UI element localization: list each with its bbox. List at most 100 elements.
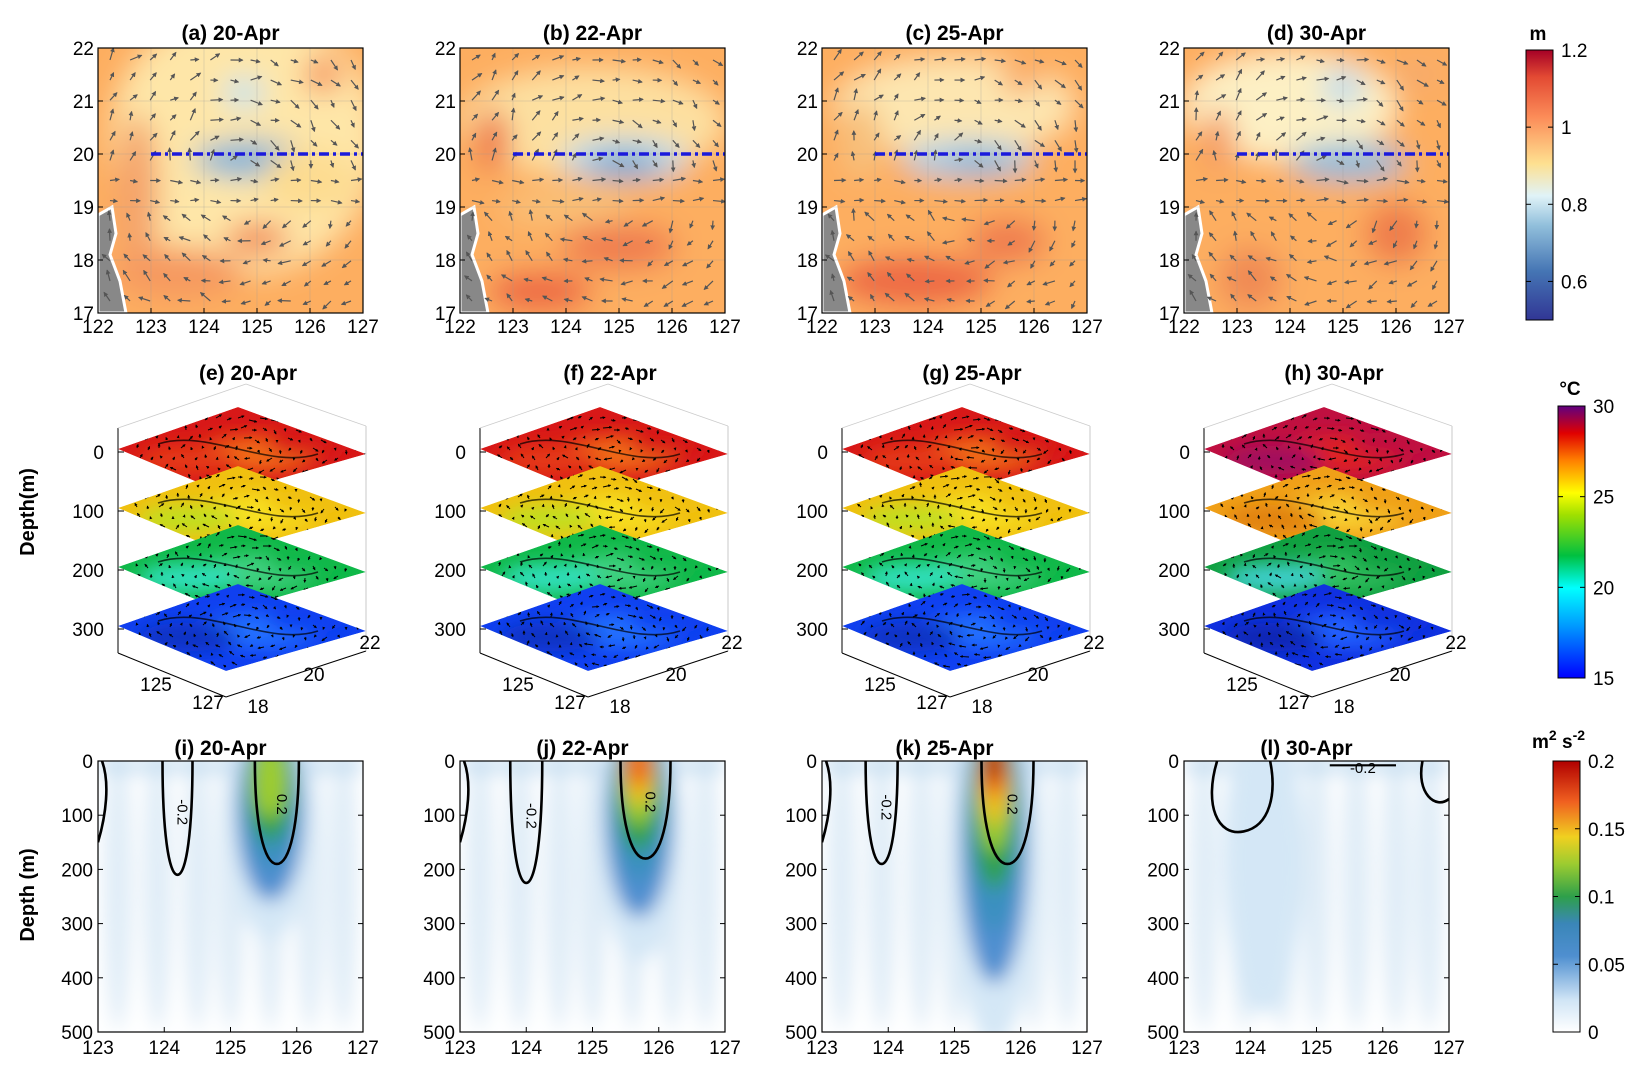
vector-arrow — [325, 417, 329, 422]
vector-arrow — [863, 602, 867, 608]
vector-arrow — [162, 486, 167, 490]
y-tick-label: 500 — [1147, 1023, 1179, 1044]
lon-tick-label: 127 — [554, 693, 586, 714]
vector-arrow — [359, 585, 364, 590]
vector-arrow — [890, 533, 894, 538]
vector-arrow — [325, 240, 332, 247]
vector-arrow — [347, 476, 352, 480]
vector-arrow — [1070, 476, 1074, 481]
vector-arrow — [468, 147, 473, 161]
vector-arrow — [309, 479, 313, 484]
colorbar-unit: m — [1530, 24, 1547, 45]
vector-arrow — [1226, 592, 1233, 597]
vector-arrow — [713, 656, 718, 662]
vector-arrow — [682, 654, 686, 659]
vector-arrow — [148, 474, 152, 478]
vector-arrow — [377, 667, 380, 670]
vector-arrow — [1378, 536, 1387, 540]
vector-arrow — [737, 657, 739, 659]
vector-arrow — [248, 595, 255, 599]
temperature-slab-300m — [118, 584, 380, 671]
vector-arrow — [723, 429, 727, 434]
x-tick-label: 127 — [1071, 317, 1103, 338]
vector-arrow — [550, 474, 554, 479]
vector-arrow — [1038, 596, 1043, 600]
y-axis-label: Depth(m) — [17, 468, 39, 556]
vector-arrow — [1372, 479, 1376, 483]
vector-arrow — [707, 240, 714, 250]
lat-tick-label: 20 — [665, 665, 686, 686]
vector-arrow — [868, 250, 875, 262]
vector-arrow — [1070, 636, 1074, 641]
vector-arrow — [697, 537, 701, 542]
vector-arrow — [612, 99, 623, 105]
vector-arrow — [1244, 545, 1248, 550]
vector-arrow — [893, 53, 901, 61]
vector-arrow — [734, 480, 739, 484]
vector-arrow — [127, 232, 133, 241]
vector-arrow — [123, 294, 131, 302]
vector-arrow — [1224, 475, 1228, 480]
lat-tick-label: 22 — [359, 633, 380, 654]
vector-arrow — [1104, 608, 1105, 610]
panel-title: (f) 22-Apr — [563, 362, 656, 385]
vector-arrow — [572, 56, 582, 62]
vector-arrow — [652, 160, 658, 168]
vector-arrow — [174, 602, 180, 606]
vector-arrow — [1403, 526, 1407, 531]
y-tick-label: 200 — [1147, 860, 1179, 881]
vector-arrow — [833, 87, 839, 101]
vector-arrow — [531, 70, 541, 81]
vector-arrow — [347, 594, 354, 598]
current-vectors — [101, 48, 363, 310]
y-tick-label: 100 — [423, 806, 455, 827]
vector-arrow — [345, 487, 349, 493]
colorbar-tick-label: 1 — [1561, 118, 1572, 139]
vector-arrow — [514, 486, 523, 491]
y-tick-label: 17 — [435, 304, 456, 325]
y-tick-label: 0 — [806, 752, 817, 773]
vector-arrow — [895, 533, 902, 537]
y-tick-label: 22 — [797, 39, 818, 60]
vector-arrow — [872, 590, 876, 596]
vector-arrow — [350, 479, 356, 483]
vector-arrow — [1234, 413, 1238, 419]
vector-arrow — [584, 277, 593, 282]
vector-arrow — [491, 147, 497, 161]
vector-arrow — [1040, 585, 1044, 590]
vector-arrow — [1375, 666, 1379, 670]
vector-arrow — [291, 478, 295, 483]
vector-arrow — [704, 616, 708, 621]
vector-arrow — [353, 496, 357, 500]
vector-arrow — [361, 606, 365, 611]
vector-arrow — [166, 474, 170, 479]
vector-arrow — [138, 535, 143, 539]
vector-arrow — [343, 546, 348, 552]
vector-arrow — [643, 300, 654, 308]
vector-arrow — [1441, 506, 1445, 510]
vector-arrow — [1410, 476, 1414, 480]
vector-arrow — [143, 269, 151, 282]
vector-arrow — [109, 177, 120, 183]
vector-arrow — [1049, 417, 1055, 422]
vector-arrow — [1088, 449, 1090, 453]
vector-arrow — [672, 198, 685, 204]
vector-arrow — [340, 300, 352, 306]
vector-arrow — [1301, 457, 1305, 461]
vector-arrow — [1082, 537, 1086, 543]
vector-arrow — [890, 474, 894, 479]
slab-blob — [500, 564, 600, 592]
vector-arrow — [270, 139, 280, 151]
ke-streak — [691, 761, 720, 1031]
vector-arrow — [707, 605, 710, 610]
vector-arrow — [648, 597, 652, 603]
vector-arrow — [864, 211, 875, 222]
vector-arrow — [109, 149, 115, 161]
colorbar-tick-label: 1.2 — [1561, 41, 1587, 62]
vector-arrow — [571, 152, 577, 161]
vector-arrow — [1403, 477, 1409, 483]
vector-arrow — [701, 429, 705, 435]
vector-arrow — [1411, 535, 1418, 539]
vector-arrow — [149, 533, 154, 537]
vector-arrow — [190, 197, 200, 203]
